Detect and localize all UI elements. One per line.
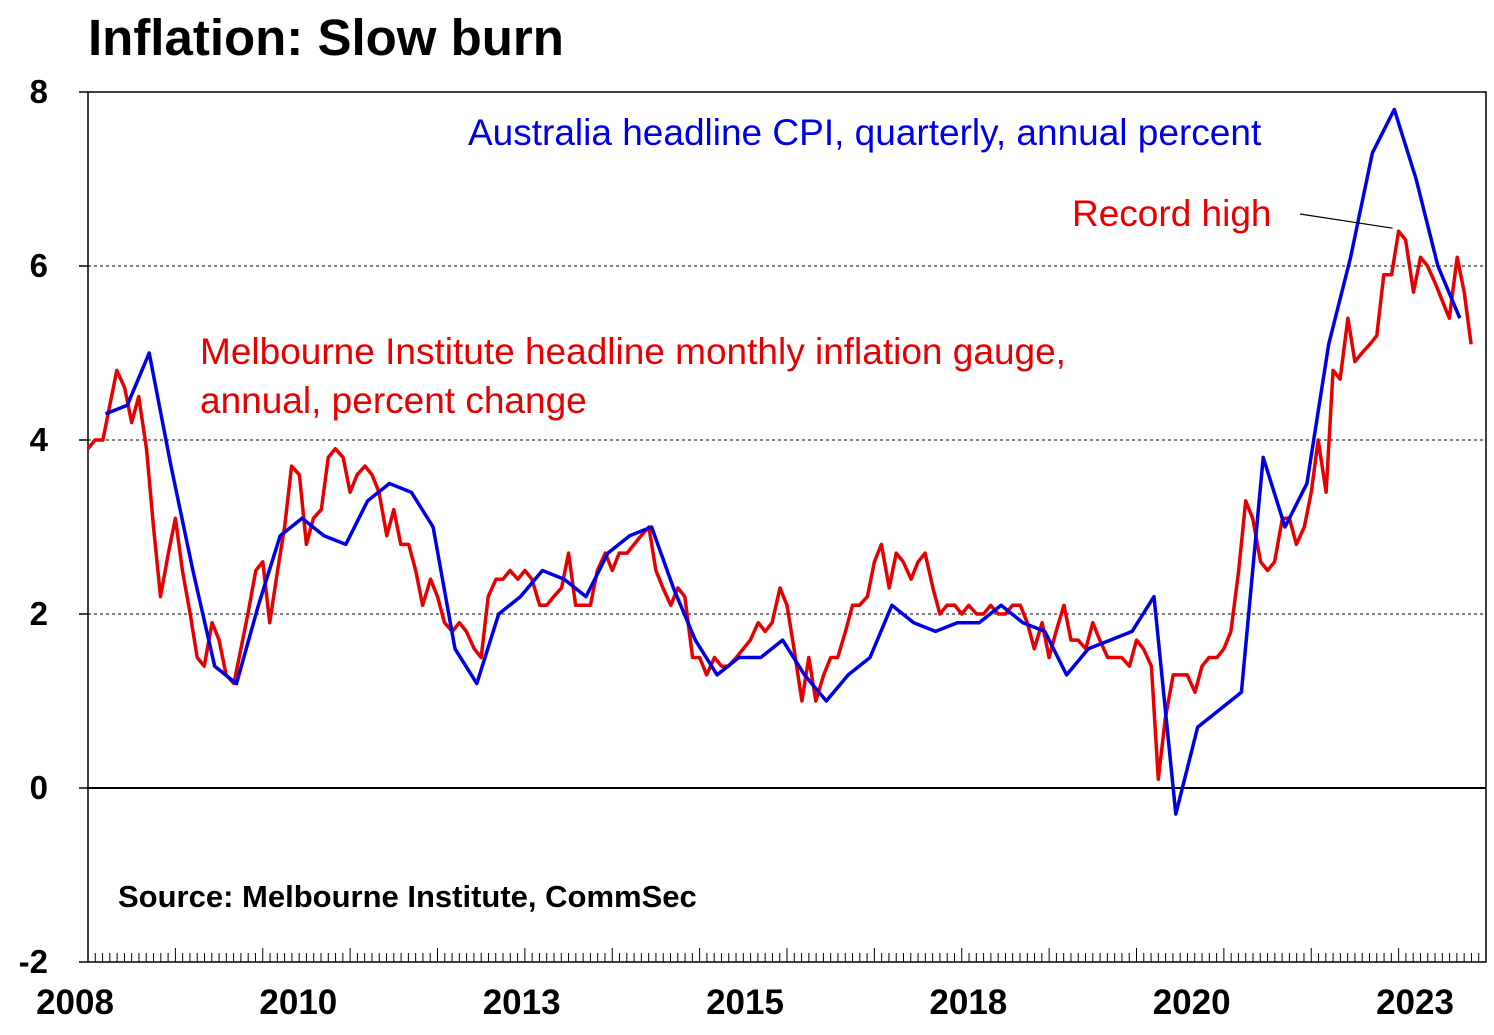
y-tick-label: 0	[30, 769, 48, 806]
x-tick-label: 2023	[1376, 983, 1454, 1022]
x-tick-label: 2008	[36, 983, 114, 1022]
cpi-label: Australia headline CPI, quarterly, annua…	[468, 112, 1262, 153]
record-high-label: Record high	[1072, 193, 1272, 234]
plot-frame	[87, 91, 1487, 963]
y-tick-label: 6	[30, 247, 48, 284]
series-group	[86, 107, 1473, 816]
mi-label-line1: Melbourne Institute headline monthly inf…	[200, 331, 1066, 372]
series-line-mi	[86, 229, 1473, 782]
tick-marks	[79, 91, 1487, 963]
x-tick-label: 2018	[929, 983, 1007, 1022]
series-line-cpi	[104, 107, 1462, 816]
y-tick-label: 2	[30, 595, 48, 632]
y-tick-label: -2	[19, 943, 48, 980]
x-tick-label: 2013	[483, 983, 561, 1022]
chart-title: Inflation: Slow burn	[88, 9, 564, 66]
record-high-leader	[1299, 213, 1393, 229]
y-tick-label: 8	[30, 73, 48, 110]
y-axis-labels: 8 6 4 2 0 -2	[19, 73, 49, 980]
mi-label-line2: annual, percent change	[200, 380, 587, 421]
x-axis-labels: 2008 2010 2013 2015 2018 2020 2023	[36, 983, 1454, 1022]
x-tick-label: 2010	[259, 983, 337, 1022]
source-note: Source: Melbourne Institute, CommSec	[118, 879, 697, 914]
x-tick-label: 2015	[706, 983, 784, 1022]
y-tick-label: 4	[30, 421, 49, 458]
x-tick-label: 2020	[1153, 983, 1231, 1022]
